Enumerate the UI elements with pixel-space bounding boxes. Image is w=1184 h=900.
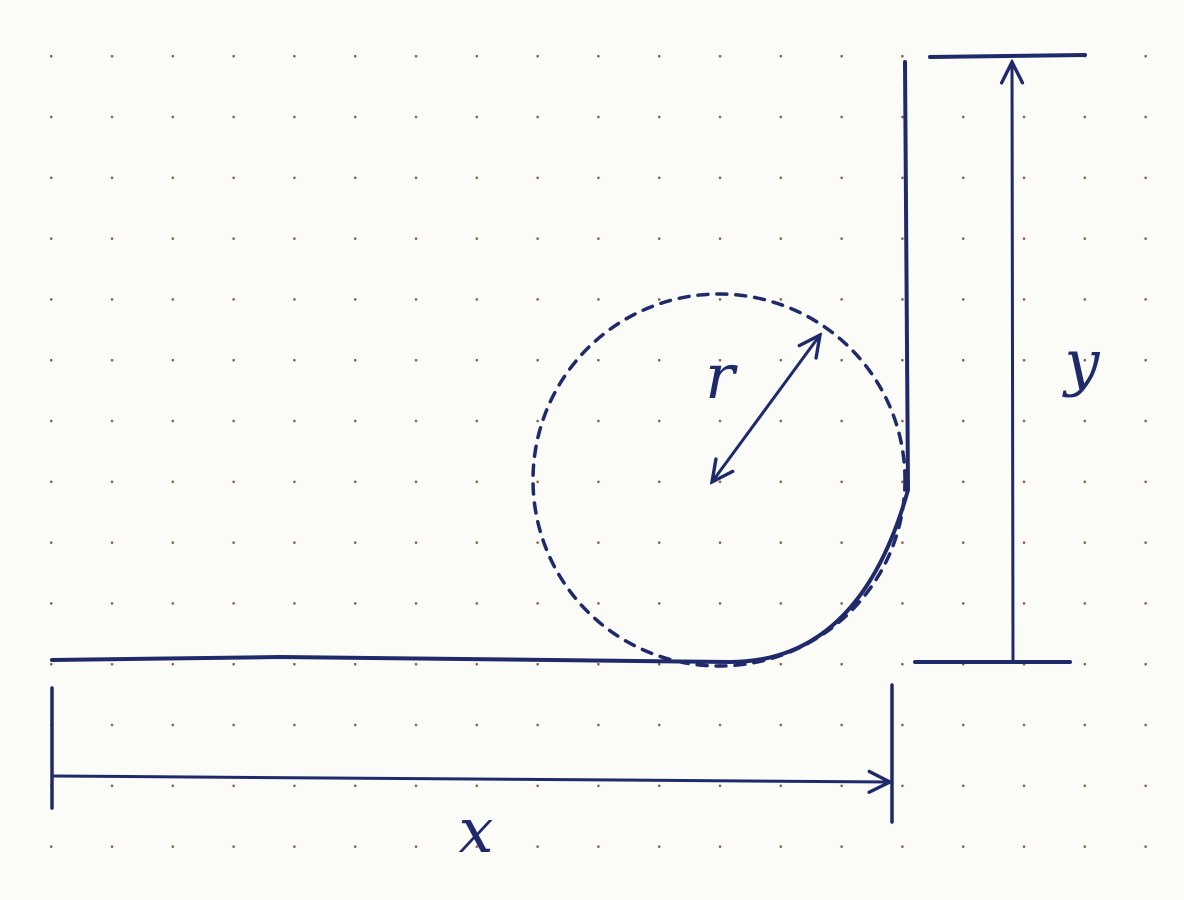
x-label: x bbox=[459, 794, 494, 867]
fillet-circle bbox=[531, 292, 907, 668]
y-extension-top bbox=[928, 53, 1087, 59]
y-label: y bbox=[1061, 326, 1100, 399]
x-dimension-arrow bbox=[50, 776, 890, 782]
y-dimension-arrow bbox=[1012, 62, 1013, 664]
radius-arrow bbox=[712, 335, 820, 482]
radius-label: r bbox=[705, 340, 738, 413]
part-outline bbox=[50, 60, 910, 664]
